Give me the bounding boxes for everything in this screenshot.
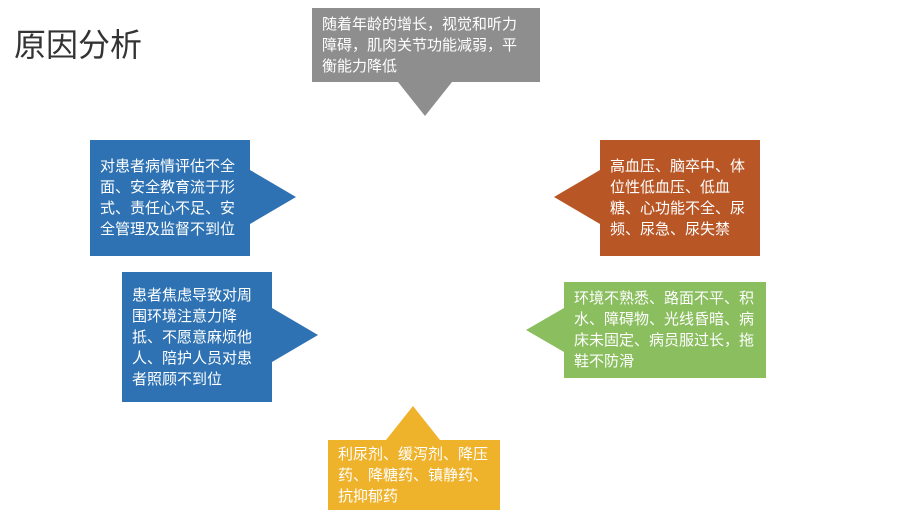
page-title: 原因分析	[14, 20, 142, 66]
node-box-left2: 患者焦虑导致对周围环境注意力降抵、不愿意麻烦他人、陪护人员对患者照顾不到位	[122, 272, 272, 402]
arrow-left2	[272, 308, 318, 362]
node-box-top: 随着年龄的增长，视觉和听力障碍，肌肉关节功能减弱，平衡能力降低	[312, 8, 540, 82]
node-box-left1: 对患者病情评估不全面、安全教育流于形式、责任心不足、安全管理及监督不到位	[90, 140, 250, 256]
arrow-right2	[526, 308, 564, 352]
arrow-top	[398, 82, 452, 116]
node-box-right1: 高血压、脑卒中、体位性低血压、低血糖、心功能不全、尿频、尿急、尿失禁	[600, 140, 760, 256]
node-box-bottom: 利尿剂、缓泻剂、降压药、降糖药、镇静药、抗抑郁药	[328, 440, 500, 510]
arrow-left1	[250, 170, 296, 224]
arrow-bottom	[386, 406, 440, 440]
arrow-right1	[554, 170, 600, 224]
node-box-right2: 环境不熟悉、路面不平、积水、障碍物、光线昏暗、病床未固定、病员服过长，拖鞋不防滑	[564, 282, 766, 378]
